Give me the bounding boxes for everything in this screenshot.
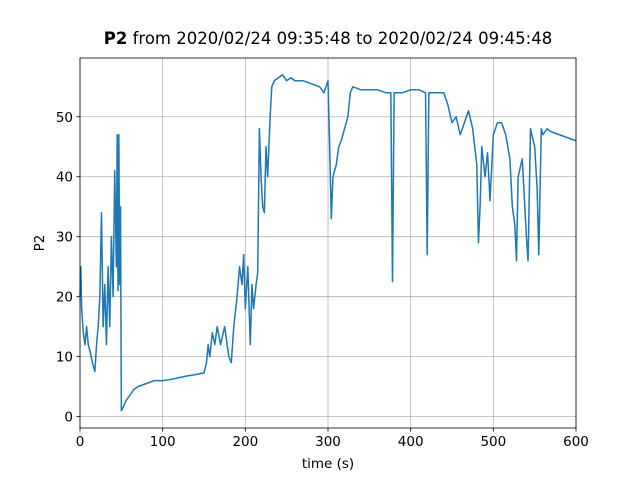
y-tick-label: 10 xyxy=(56,350,73,366)
y-tick-label: 30 xyxy=(56,230,73,246)
y-tick-label: 40 xyxy=(56,170,73,186)
x-tick-label: 400 xyxy=(398,434,424,450)
y-axis-label: P2 xyxy=(32,235,48,252)
x-tick-label: 500 xyxy=(480,434,506,450)
x-axis-label: time (s) xyxy=(302,456,354,472)
chart-title: P2 from 2020/02/24 09:35:48 to 2020/02/2… xyxy=(104,29,552,48)
y-tick-label: 20 xyxy=(56,290,73,306)
x-tick-label: 300 xyxy=(315,434,341,450)
x-tick-label: 0 xyxy=(76,434,85,450)
x-tick-label: 200 xyxy=(232,434,258,450)
data-line xyxy=(79,74,577,412)
y-tick-label: 50 xyxy=(56,110,73,126)
plot-frame xyxy=(79,57,577,429)
x-tick-label: 600 xyxy=(563,434,589,450)
x-tick-label: 100 xyxy=(150,434,176,450)
y-tick-label: 0 xyxy=(64,410,73,426)
title-range: from 2020/02/24 09:35:48 to 2020/02/24 0… xyxy=(133,29,553,48)
title-variable: P2 xyxy=(104,29,128,48)
